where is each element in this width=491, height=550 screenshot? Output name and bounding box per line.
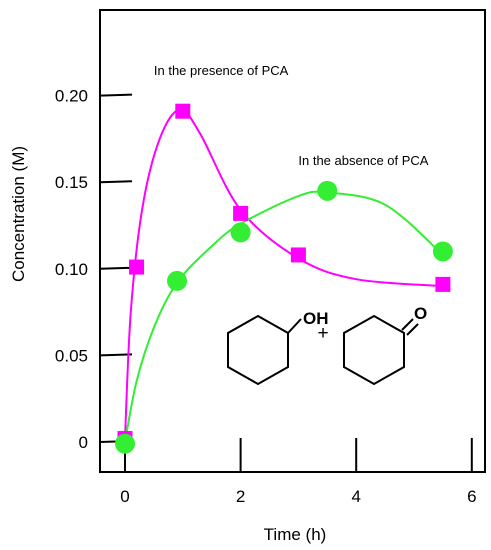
annotations: In the presence of PCA In the absence of … [154, 63, 429, 168]
plot-frame [99, 9, 486, 473]
x-tick-label: 4 [351, 487, 360, 506]
molecule-inset: OH + O [227, 304, 427, 386]
y-tick-label: 0.10 [55, 260, 88, 279]
y-axis-label: Concentration (M) [9, 146, 28, 282]
y-tick-mark [99, 180, 133, 184]
plus-sign: + [317, 323, 328, 344]
y-tick-label: 0 [79, 433, 88, 452]
annotation-label: In the presence of PCA [154, 63, 289, 78]
x-tick-label: 2 [236, 487, 245, 506]
series-2-point [432, 241, 453, 262]
cyclohexanol-ring [227, 314, 289, 386]
y-tick-label: 0.15 [55, 173, 88, 192]
cyclohexanone-ring [343, 314, 405, 386]
annotation-label: In the absence of PCA [298, 153, 428, 168]
x-tick-label: 6 [467, 487, 476, 506]
y-tick-label: 0.20 [55, 87, 88, 106]
hydroxyl-label: OH [303, 309, 329, 328]
y-tick-mark [99, 93, 133, 97]
series-1-point [129, 259, 145, 275]
y-tick-label: 0.05 [55, 346, 88, 365]
series-2-fit-line [124, 190, 444, 443]
cyclohexanol-oh-bond [287, 318, 302, 334]
y-tick-mark [99, 353, 133, 357]
carbonyl-oxygen-label: O [414, 304, 427, 323]
series-1-point [290, 247, 306, 263]
series-2-point [167, 270, 188, 291]
data-markers [115, 103, 453, 454]
y-tick-mark [99, 266, 133, 270]
x-axis-label: Time (h) [264, 525, 327, 544]
cyclohexanone-carbonyl-bond-1 [401, 318, 414, 331]
series-1-point [175, 103, 191, 119]
x-tick-label: 0 [120, 487, 129, 506]
series-2-point [317, 180, 338, 201]
series-2-point [230, 222, 251, 243]
series-1-point [435, 276, 451, 292]
series-2-point [115, 433, 135, 454]
cyclohexanone-carbonyl-bond-2 [406, 323, 419, 336]
axis-ticks: 0 2 4 6 0 0.05 0.10 0.15 0.20 [55, 87, 477, 506]
series-1-point [233, 205, 249, 221]
